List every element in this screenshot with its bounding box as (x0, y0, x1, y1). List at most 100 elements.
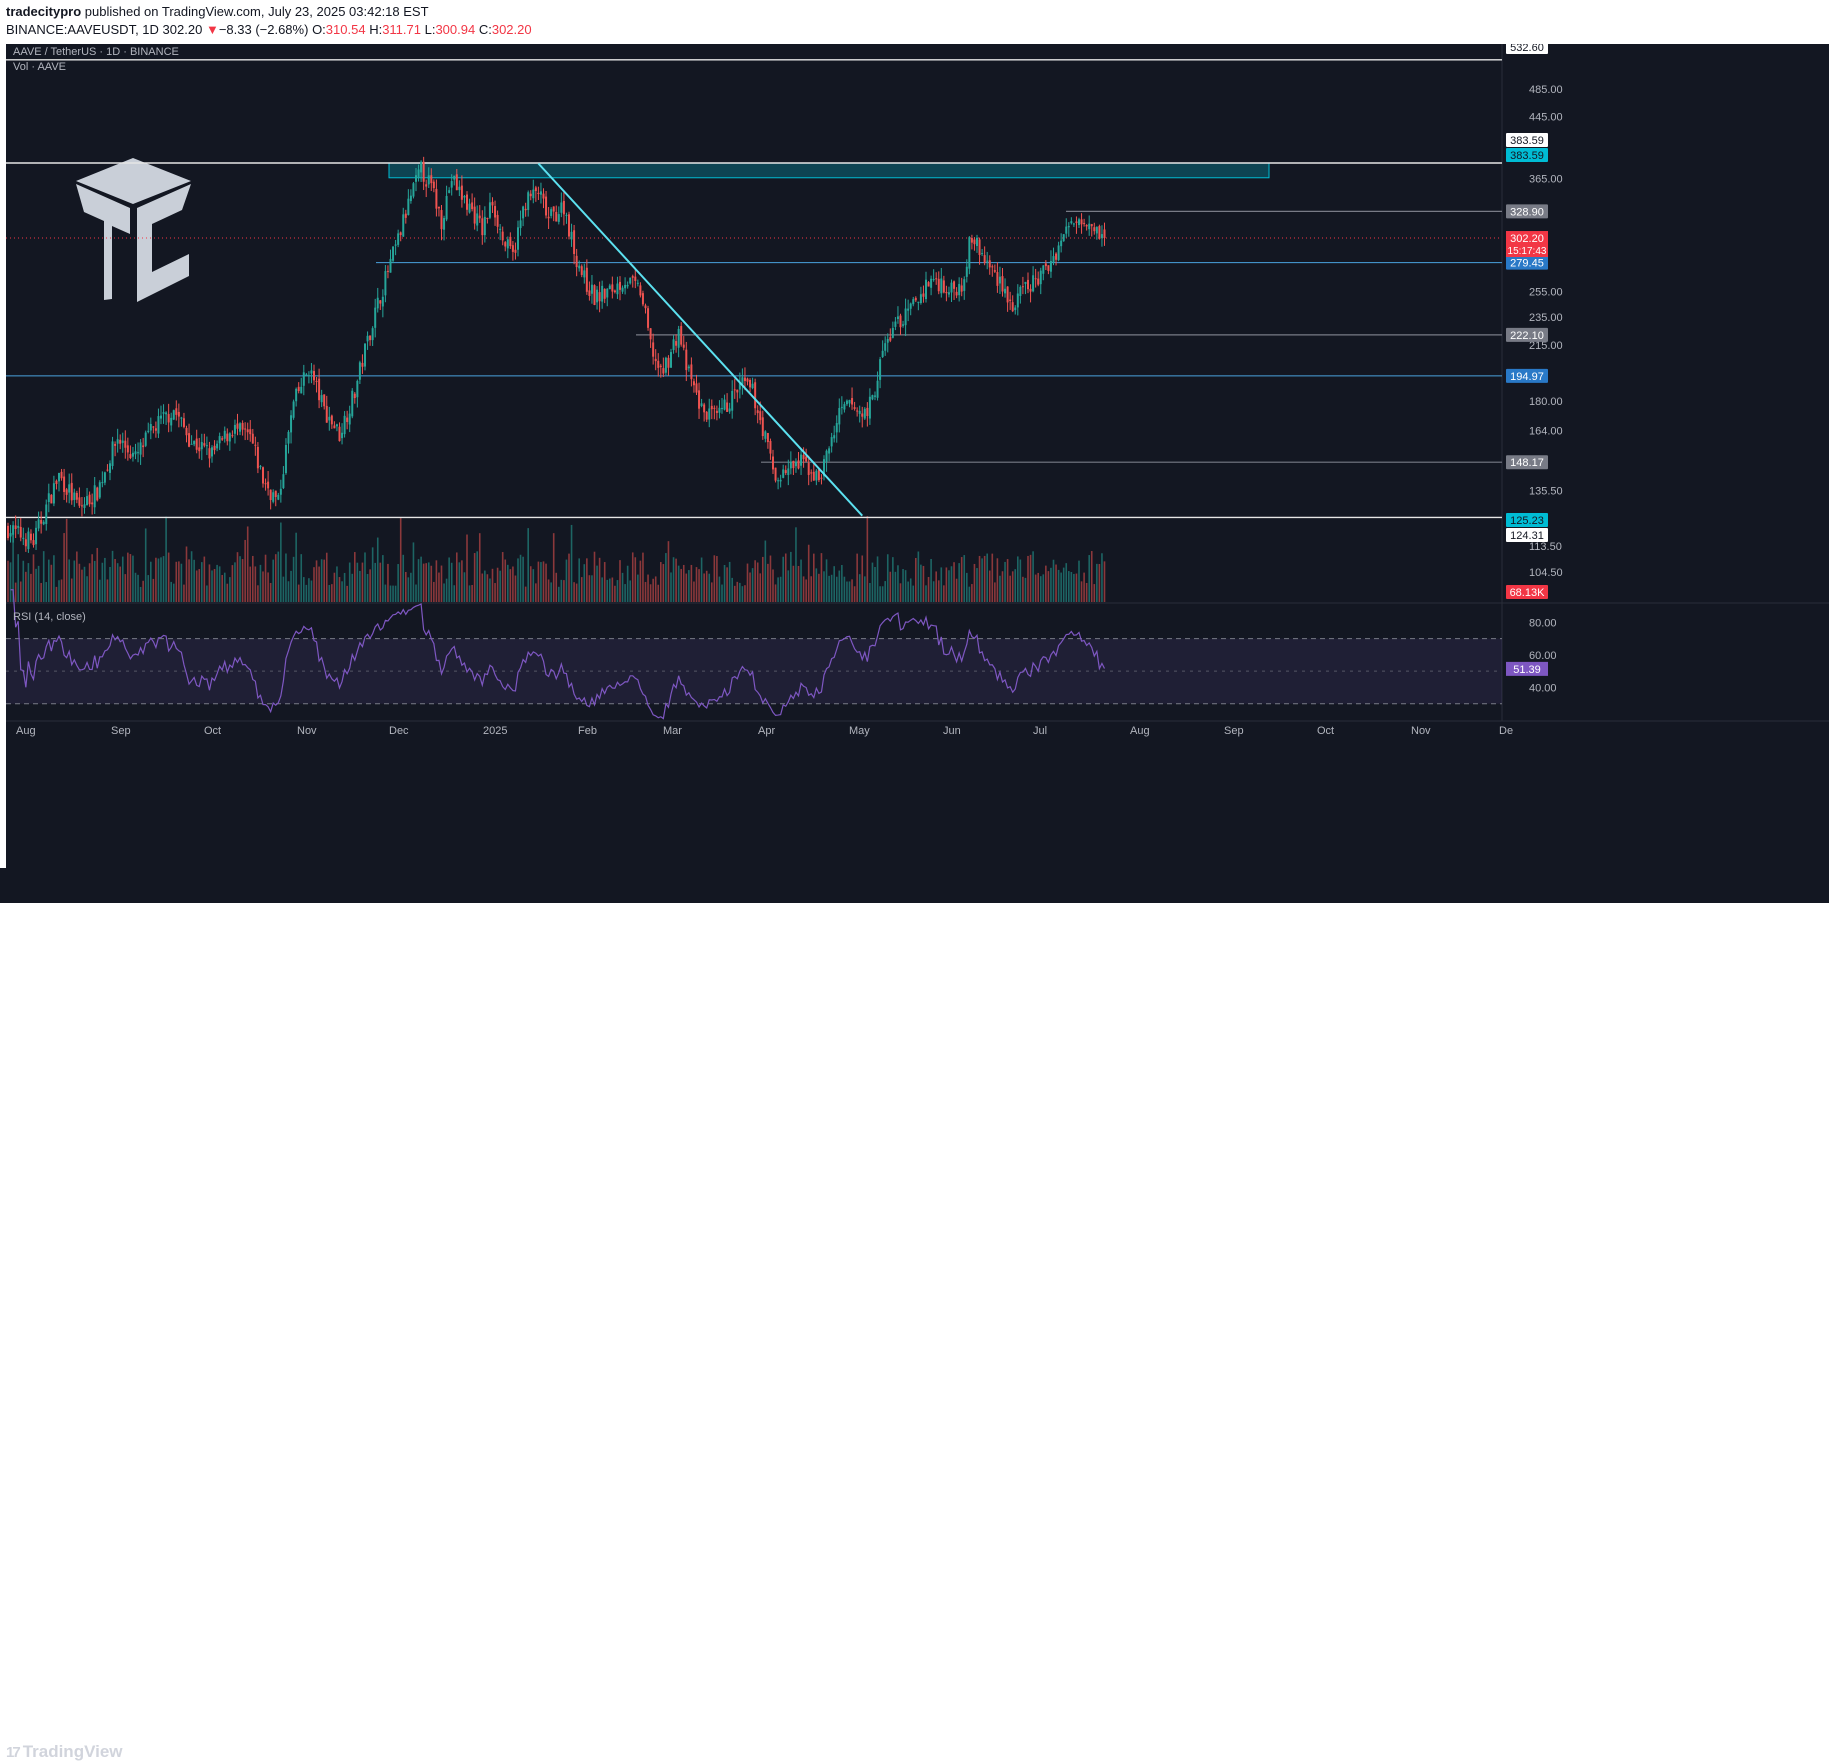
volume-bar (981, 558, 983, 602)
volume-bar (833, 566, 835, 602)
candle-body (932, 279, 935, 281)
footer-bar: 17 TradingView (0, 868, 1829, 1761)
volume-bar (81, 569, 83, 602)
volume-bar (693, 581, 695, 602)
candle-body (60, 471, 63, 479)
candle-body (629, 277, 632, 284)
candle-body (519, 220, 522, 229)
time-tick-label: Sep (1224, 725, 1244, 737)
candle-body (1052, 256, 1055, 263)
candle-body (300, 386, 303, 394)
volume-bar (1065, 563, 1068, 602)
candle-body (167, 414, 170, 423)
candle-body (376, 297, 379, 309)
volume-bar (858, 574, 861, 602)
candle-body (144, 432, 147, 446)
volume-bar (1022, 576, 1024, 602)
candle-body (325, 405, 328, 423)
volume-bar (234, 562, 236, 602)
tradingview-logo[interactable]: 17 TradingView (6, 1742, 123, 1762)
volume-bar (881, 586, 884, 602)
volume-bar (63, 533, 65, 602)
time-tick-label: Jul (1033, 725, 1047, 737)
level-label-box (1506, 133, 1548, 147)
candle-body (723, 399, 726, 410)
volume-bar (491, 568, 494, 602)
candle-body (14, 525, 17, 530)
volume-bar (723, 564, 726, 602)
volume-bar (619, 560, 621, 602)
candle-body (254, 444, 257, 446)
candle-body (741, 377, 744, 385)
candle-body (182, 418, 185, 427)
time-tick-label: Oct (204, 725, 221, 737)
volume-bar (35, 568, 37, 602)
candle-body (721, 408, 723, 410)
resistance-zone (388, 162, 1270, 179)
volume-bar (305, 584, 308, 602)
level-label-box (1506, 44, 1548, 54)
volume-bar (820, 553, 823, 602)
candle-body (109, 463, 111, 473)
candle-body (680, 326, 683, 345)
volume-bar (144, 528, 147, 602)
volume-bar (1029, 554, 1032, 602)
time-tick-label: Nov (1411, 725, 1431, 737)
price-change: −8.33 (−2.68%) (218, 22, 309, 37)
volume-bar (846, 581, 848, 602)
candle-body (802, 454, 805, 460)
candle-body (307, 375, 310, 377)
candle-body (27, 531, 30, 550)
volume-bar (698, 569, 700, 602)
rsi-tick-label: 80.00 (1529, 617, 1557, 629)
volume-bar (274, 554, 277, 602)
volume-bar (637, 574, 639, 602)
volume-bar (856, 553, 858, 602)
candle-body (1047, 265, 1050, 271)
time-tick-label: Feb (578, 725, 597, 737)
candle-body (670, 352, 672, 368)
volume-bar (603, 562, 606, 602)
candle-body (200, 442, 203, 450)
volume-bar (440, 565, 443, 602)
price-chart[interactable]: AAVE / TetherUS · 1D · BINANCE Vol · AAVE… (6, 44, 1829, 868)
candle-body (483, 216, 486, 236)
candle-body (930, 278, 933, 288)
time-tick-label: Oct (1317, 725, 1334, 737)
candle-body (698, 390, 701, 409)
volume-bar (762, 556, 764, 602)
candle-body (249, 429, 252, 435)
volume-bar (193, 559, 195, 602)
volume-bar (473, 553, 476, 602)
volume-bar (1083, 572, 1085, 602)
candle-body (970, 237, 973, 243)
volume-bar (1096, 563, 1098, 602)
candle-body (881, 350, 884, 358)
volume-bar (795, 527, 797, 602)
candle-body (448, 190, 451, 193)
tradingview-brand: TradingView (22, 1742, 123, 1761)
candle-body (499, 228, 502, 230)
volume-bar (101, 562, 104, 602)
volume-bar (871, 562, 874, 602)
candle-body (397, 233, 400, 245)
candle-body (779, 479, 782, 482)
candle-body (9, 533, 12, 537)
volume-bar (1052, 559, 1055, 602)
publisher-name[interactable]: tradecitypro (6, 4, 82, 19)
candle-body (116, 439, 119, 444)
chart-panel[interactable]: AAVE / TetherUS · 1D · BINANCE Vol · AAVE… (6, 44, 1829, 868)
volume-bar (374, 562, 376, 602)
candle-body (404, 213, 407, 218)
candle-body (598, 292, 601, 302)
candle-body (749, 379, 752, 388)
volume-bar (991, 553, 994, 602)
volume-bar (922, 565, 925, 602)
volume-bar (17, 554, 19, 602)
volume-bar (555, 572, 558, 602)
candle-body (170, 417, 173, 426)
volume-bar (1098, 563, 1101, 602)
volume-bar (509, 569, 512, 602)
candle-body (830, 437, 833, 447)
volume-bar (1103, 561, 1106, 602)
